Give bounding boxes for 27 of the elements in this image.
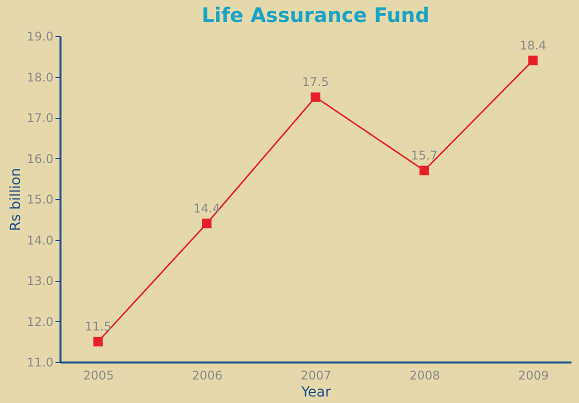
y-tick-label: 16.0 (26, 152, 54, 166)
y-tick-label: 17.0 (26, 111, 54, 125)
y-tick-label: 12.0 (26, 314, 54, 329)
x-tick-label: 2009 (518, 368, 549, 382)
y-axis-title: Rs billion (8, 168, 24, 232)
chart-title: Life Assurance Fund (202, 3, 430, 27)
data-label: 14.4 (193, 201, 220, 216)
point (310, 92, 320, 102)
point (93, 336, 103, 346)
data-label: 15.7 (410, 148, 438, 162)
y-tick-label: 18.0 (26, 70, 54, 84)
y-tick-label: 11.0 (26, 356, 54, 370)
data-label: 18.4 (520, 38, 546, 52)
y-tick-label: 15.0 (26, 192, 54, 206)
x-tick-label: 2005 (83, 368, 114, 382)
data-label: 11.5 (84, 320, 112, 334)
x-axis-title: Year (300, 384, 332, 400)
x-tick-label: 2006 (192, 368, 223, 382)
y-tick-label: 19.0 (26, 30, 54, 44)
point (419, 166, 429, 176)
y-tick-label: 13.0 (26, 274, 54, 288)
x-tick-label: 2008 (409, 368, 440, 382)
data-label: 17.5 (302, 75, 329, 90)
y-tick-label: 14.0 (26, 233, 54, 248)
point (202, 218, 212, 228)
x-tick-label: 2007 (300, 368, 332, 382)
point (528, 56, 538, 66)
